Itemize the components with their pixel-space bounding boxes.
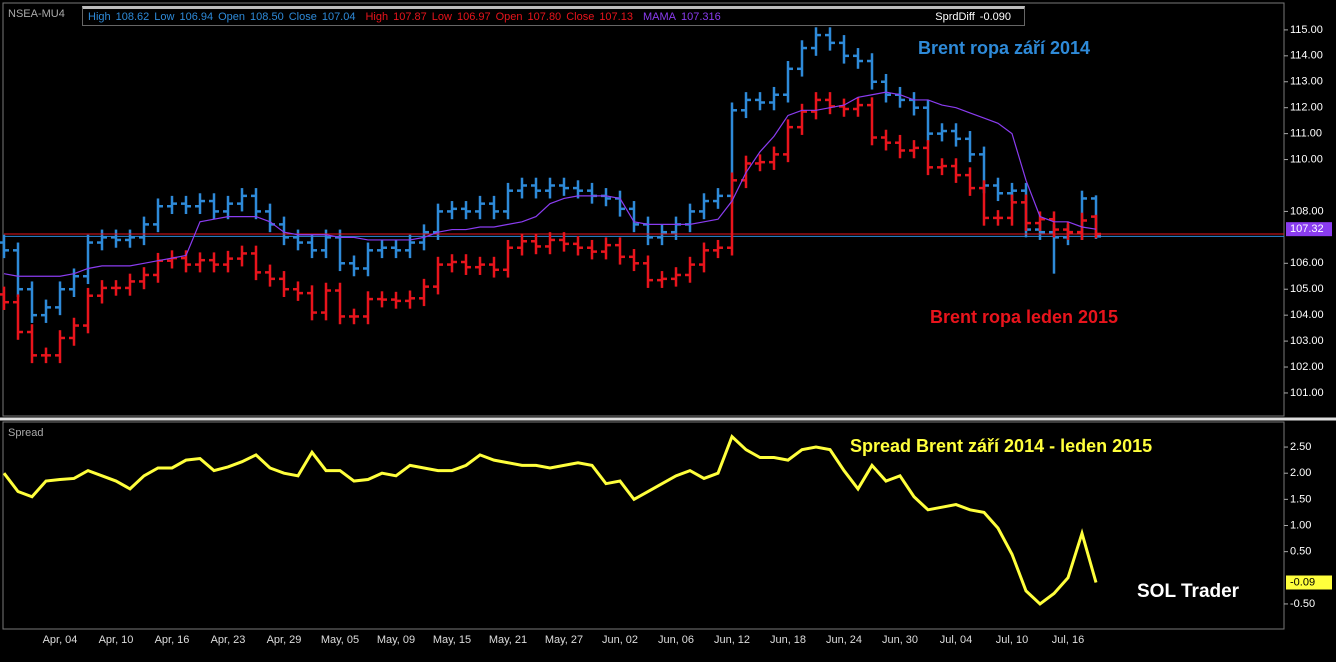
readout-label: SprdDiff (935, 11, 975, 23)
x-tick-label: Jun, 06 (658, 634, 694, 646)
x-tick-label: May, 21 (489, 634, 527, 646)
last-value-box (1286, 222, 1332, 237)
readout-value: 108.62 (115, 11, 150, 23)
last-value-label: -0.09 (1290, 576, 1315, 588)
readout-label: High (88, 11, 111, 23)
readout-name: MAMA (642, 11, 676, 23)
readout-label: Close (566, 11, 595, 23)
x-tick-label: Apr, 29 (267, 634, 302, 646)
x-tick-label: May, 05 (321, 634, 359, 646)
readout-value: 107.87 (393, 11, 427, 23)
readout-label: Close (288, 11, 317, 23)
readout-label: High (365, 11, 389, 23)
y-tick-label: 103.00 (1290, 335, 1324, 347)
readout-label: Open (495, 11, 523, 23)
y-tick-label: 108.00 (1290, 205, 1324, 217)
y-tick-label: 110.00 (1290, 153, 1323, 165)
x-tick-label: May, 27 (545, 634, 583, 646)
readout-value: 107.80 (527, 11, 562, 23)
readout-group: High 108.62 Low 106.94 Open 108.50 Close 107.04 (88, 11, 360, 23)
x-tick-label: Jun, 12 (714, 634, 750, 646)
y-tick-label: 0.50 (1290, 546, 1311, 558)
y-tick-label: 104.00 (1290, 309, 1324, 321)
y-tick-label: 111.00 (1290, 128, 1322, 140)
readout-value: 107.04 (321, 11, 356, 23)
x-tick-label: Jul, 16 (1052, 634, 1084, 646)
x-tick-label: May, 09 (377, 634, 415, 646)
x-tick-label: Apr, 10 (99, 634, 134, 646)
y-tick-label: 112.00 (1290, 102, 1323, 114)
window-name: NSEA-MU4 (8, 8, 65, 20)
y-tick-label: 113.00 (1290, 76, 1323, 88)
y-tick-label: 2.50 (1290, 441, 1311, 453)
readout-group: High 107.87 Low 106.97 Open 107.80 Close 107.13 (365, 11, 637, 23)
readout-label: Low (431, 11, 452, 23)
price-pane (2, 2, 1285, 417)
x-tick-label: Jun, 30 (882, 634, 918, 646)
readout-value: -0.090 (979, 11, 1011, 23)
y-tick-label: 106.00 (1290, 257, 1324, 269)
x-tick-label: Jun, 18 (770, 634, 806, 646)
y-tick-label: 1.50 (1290, 493, 1311, 505)
readout-value: 106.94 (179, 11, 214, 23)
readout-value: 108.50 (250, 11, 284, 23)
readout-value: 106.97 (456, 11, 491, 23)
series-label: Brent ropa leden 2015 (930, 307, 1118, 327)
x-tick-label: Jul, 04 (940, 634, 972, 646)
pane-title: Spread (8, 427, 43, 439)
readout-value: 107.13 (599, 11, 633, 23)
last-value-label: 107.32 (1290, 223, 1324, 235)
y-tick-label: 1.00 (1290, 519, 1311, 531)
y-tick-label: 101.00 (1290, 387, 1324, 399)
x-tick-label: Apr, 04 (43, 634, 78, 646)
y-tick-label: 102.00 (1290, 361, 1324, 373)
readout-group: SprdDiff -0.090 (935, 11, 1016, 23)
y-tick-label: 114.00 (1290, 50, 1323, 62)
series-line (3, 91, 1097, 277)
y-tick-label: 105.00 (1290, 283, 1324, 295)
readout-label: Low (154, 11, 175, 23)
x-tick-label: Apr, 16 (155, 634, 190, 646)
y-tick-label: 2.00 (1290, 467, 1311, 479)
x-tick-label: Jun, 02 (602, 634, 638, 646)
x-tick-label: May, 15 (433, 634, 471, 646)
readout-bar: High 108.62 Low 106.94 Open 108.50 Close 107.04… (82, 6, 1025, 26)
x-tick-label: Apr, 23 (211, 634, 246, 646)
series-label: Spread Brent září 2014 - leden 2015 (850, 436, 1152, 456)
series-line (2, 433, 1098, 606)
readout-label: Open (218, 11, 246, 23)
series-label: Brent ropa září 2014 (918, 38, 1090, 58)
y-tick-label: -0.50 (1290, 598, 1315, 610)
annotation: SOL Trader (1137, 581, 1240, 602)
y-tick-label: 115.00 (1290, 24, 1323, 36)
x-tick-label: Jul, 10 (996, 634, 1028, 646)
readout-value: 107.316 (680, 11, 721, 23)
readout-group: MAMA 107.316 (643, 11, 726, 23)
x-tick-label: Jun, 24 (826, 634, 862, 646)
last-value-box (1286, 575, 1332, 590)
